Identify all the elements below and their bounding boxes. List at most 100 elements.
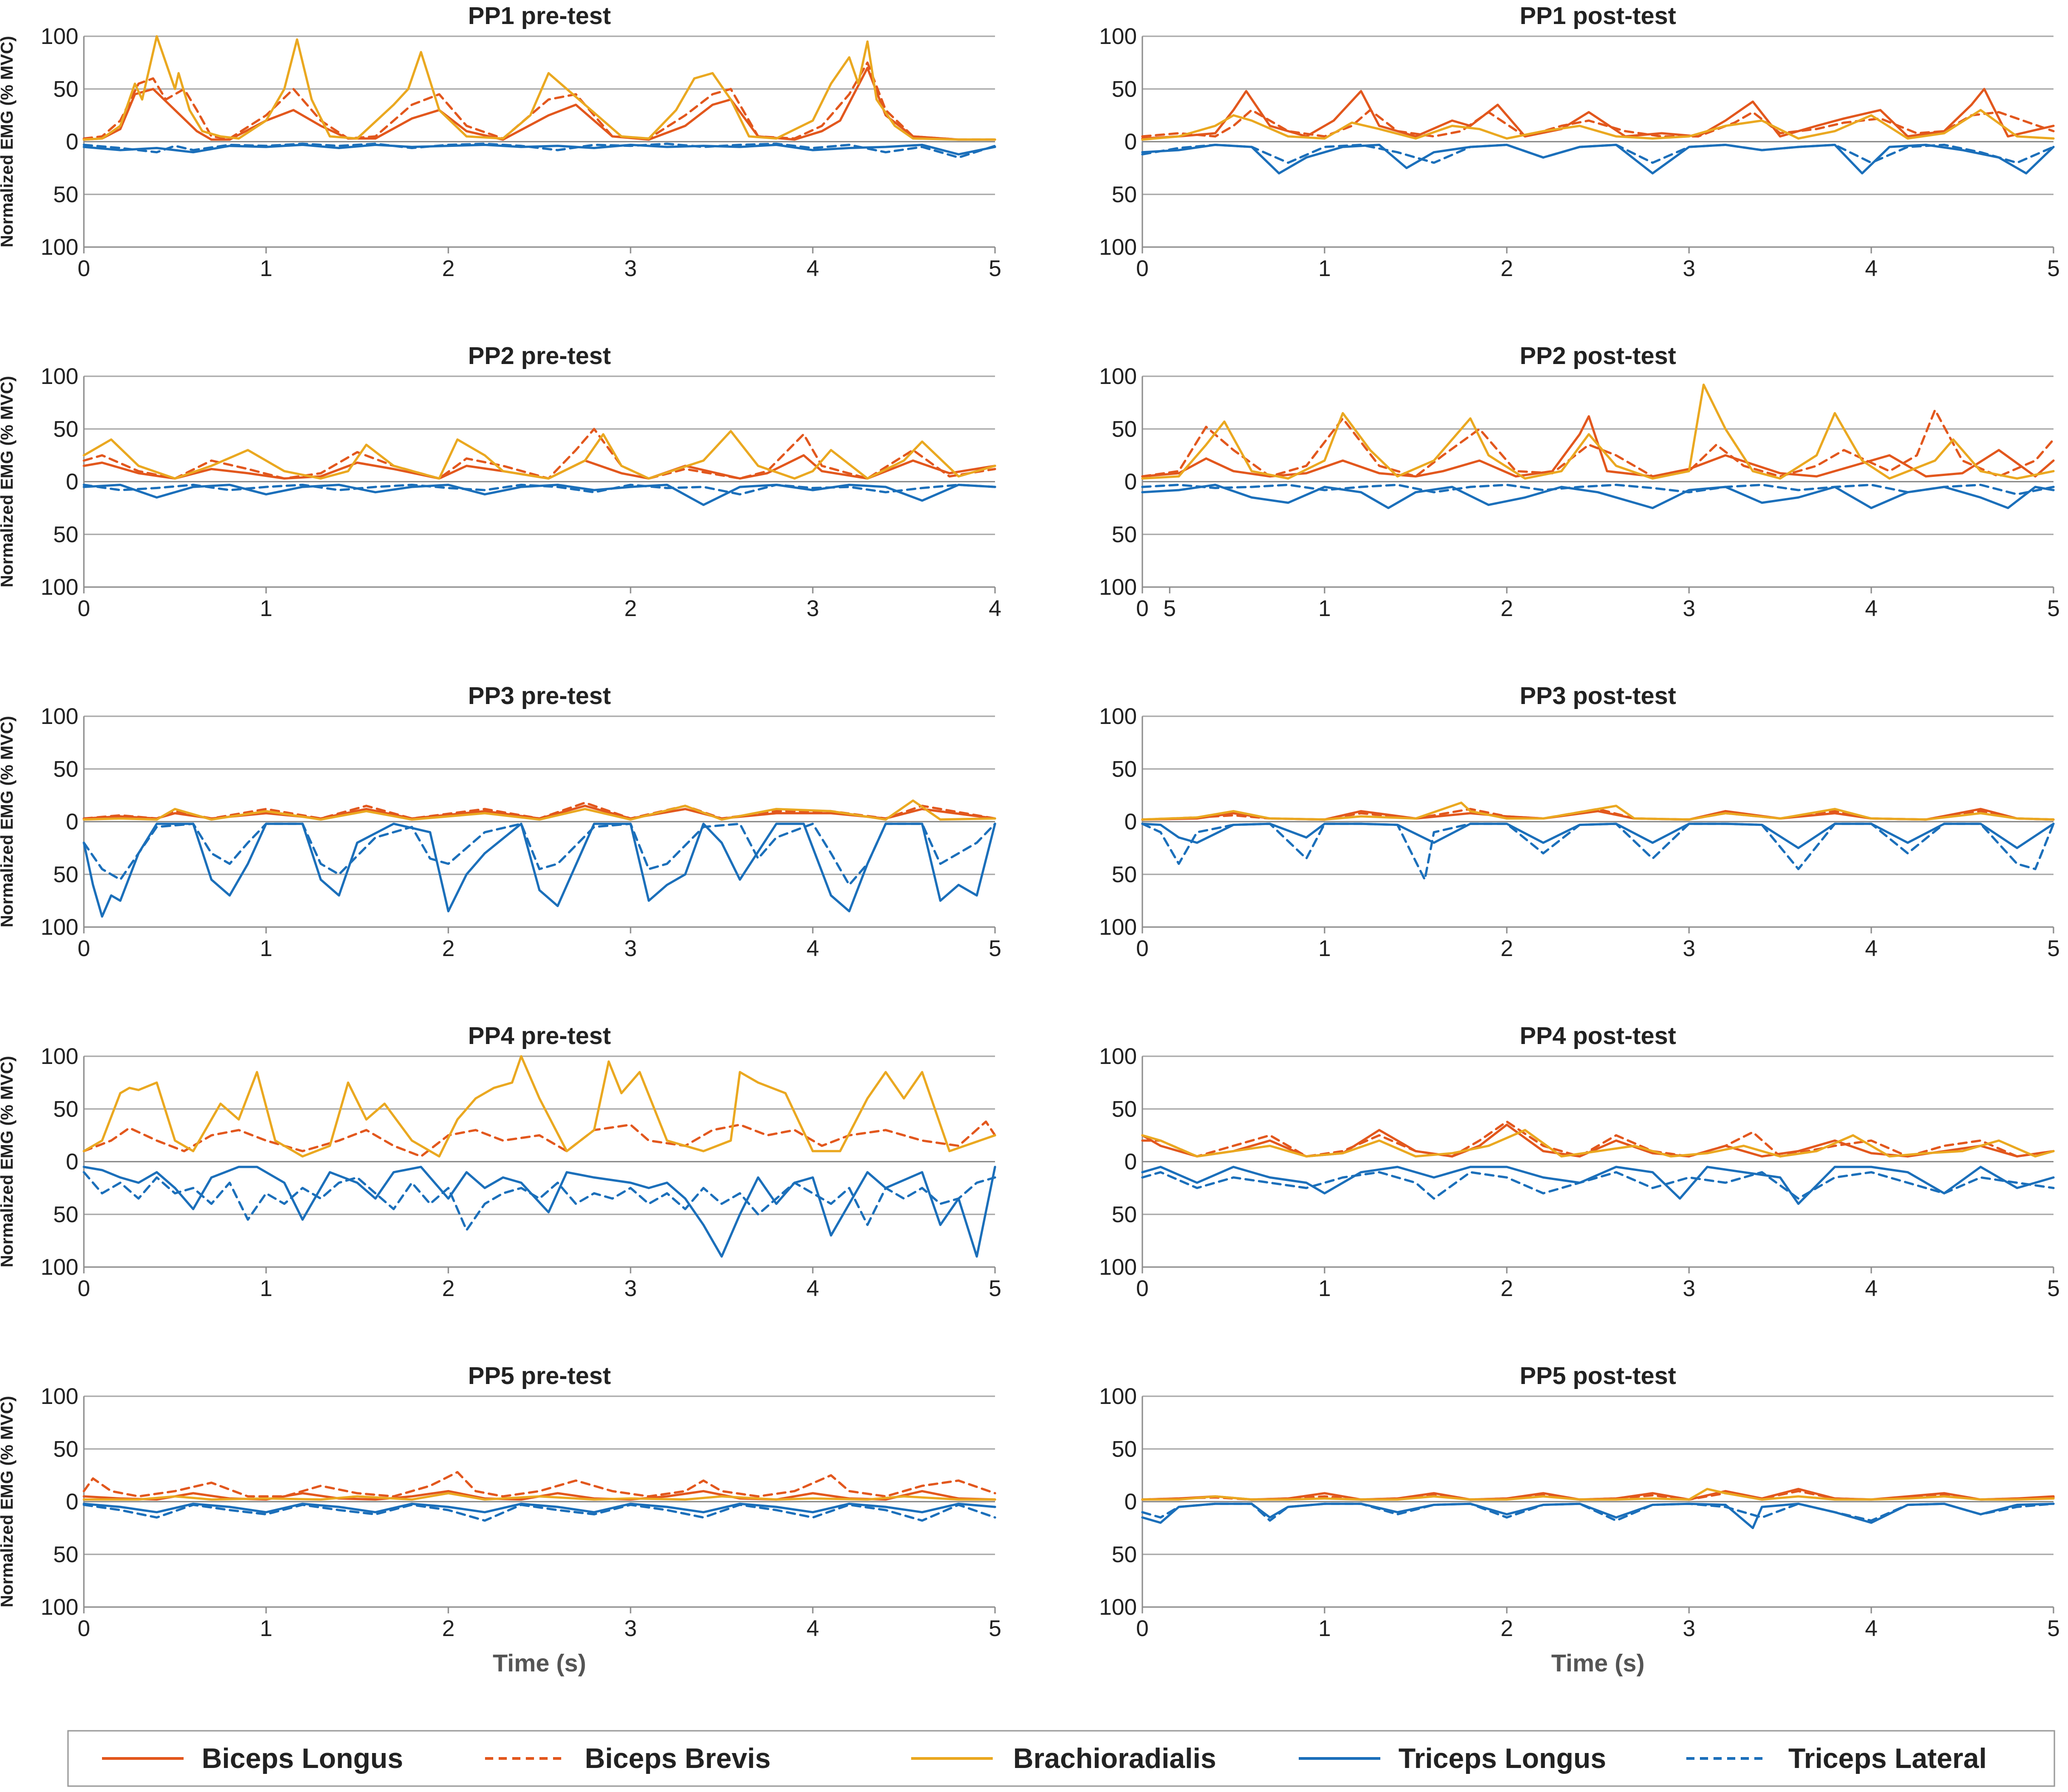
y-tick-label: 0 bbox=[66, 129, 78, 155]
x-tick-label: 1 bbox=[260, 1276, 272, 1301]
y-tick-label: 100 bbox=[41, 1044, 78, 1069]
x-tick-label: 3 bbox=[1683, 596, 1695, 621]
y-tick-label: 50 bbox=[1112, 1436, 1137, 1462]
panel-title: PP3 pre-test bbox=[468, 682, 611, 709]
y-tick-label: 50 bbox=[1112, 182, 1137, 207]
x-tick-label: 0 bbox=[78, 936, 90, 961]
panel-title: PP1 pre-test bbox=[468, 2, 611, 29]
legend-item-biceps-longus: Biceps Longus bbox=[102, 1743, 403, 1774]
x-tick-label: 5 bbox=[989, 936, 1001, 961]
series-triceps-lateral bbox=[1141, 1171, 2055, 1200]
x-tick-label: 3 bbox=[806, 596, 819, 621]
x-tick-label: 3 bbox=[624, 1276, 637, 1301]
y-tick-label: 50 bbox=[53, 1542, 78, 1567]
x-tick-label: 3 bbox=[624, 256, 637, 281]
series-brachioradialis bbox=[83, 35, 996, 141]
legend-label-biceps-longus: Biceps Longus bbox=[202, 1743, 403, 1774]
x-tick-label: 0 bbox=[78, 256, 90, 281]
x-tick-label: 1 bbox=[260, 596, 272, 621]
x-tick-label: 2 bbox=[1500, 256, 1513, 281]
y-tick-label: 50 bbox=[53, 182, 78, 207]
x-tick-label: 5 bbox=[989, 1616, 1001, 1641]
y-axis-label: Normalized EMG (% MVC) bbox=[0, 716, 17, 928]
series-biceps-brevis bbox=[83, 1120, 996, 1158]
x-tick-label: 3 bbox=[1683, 256, 1695, 281]
series-triceps-lateral bbox=[83, 1504, 996, 1522]
y-tick-label: 0 bbox=[1124, 1489, 1137, 1515]
y-tick-label: 100 bbox=[1099, 364, 1137, 389]
y-tick-label: 100 bbox=[41, 914, 78, 940]
panel-title: PP5 post-test bbox=[1519, 1362, 1676, 1389]
y-tick-label: 0 bbox=[66, 469, 78, 495]
series-brachioradialis bbox=[1141, 801, 2055, 821]
series-triceps-lateral bbox=[83, 484, 996, 495]
y-tick-label: 0 bbox=[66, 1149, 78, 1175]
y-tick-label: 50 bbox=[53, 522, 78, 547]
y-tick-label: 100 bbox=[41, 1594, 78, 1620]
x-tick-label: 0 bbox=[78, 1276, 90, 1301]
series-triceps-longus bbox=[1141, 484, 2055, 510]
legend-box bbox=[67, 1730, 2055, 1787]
series-triceps-longus bbox=[1141, 144, 2055, 175]
x-tick-label: 5 bbox=[2047, 1616, 2060, 1641]
x-tick-label: 4 bbox=[1865, 256, 1878, 281]
panel-title: PP1 post-test bbox=[1519, 2, 1676, 29]
y-tick-label: 100 bbox=[41, 364, 78, 389]
legend-label-triceps-lateral: Triceps Lateral bbox=[1788, 1743, 1987, 1774]
y-tick-label: 0 bbox=[1124, 1149, 1137, 1175]
series-biceps-brevis bbox=[1141, 109, 2055, 138]
y-tick-label: 100 bbox=[1099, 1594, 1137, 1620]
x-tick-label: 4 bbox=[1865, 1616, 1878, 1641]
series-brachioradialis bbox=[1141, 109, 2055, 141]
x-tick-label: 0 bbox=[1136, 596, 1149, 621]
legend-item-biceps-brevis: Biceps Brevis bbox=[485, 1743, 771, 1774]
series-biceps-brevis bbox=[1141, 1120, 2055, 1158]
x-axis-label: Time (s) bbox=[1551, 1650, 1645, 1677]
x-tick-label: 1 bbox=[260, 256, 272, 281]
x-tick-label: 3 bbox=[624, 1616, 637, 1641]
series-triceps-lateral bbox=[1141, 144, 2055, 164]
y-tick-label: 50 bbox=[53, 416, 78, 442]
series-biceps-brevis bbox=[1141, 408, 2055, 478]
x-tick-label: 0 bbox=[1136, 1616, 1149, 1641]
x-tick-label: 0 bbox=[78, 596, 90, 621]
y-tick-label: 0 bbox=[1124, 809, 1137, 835]
y-tick-label: 100 bbox=[1099, 1254, 1137, 1280]
series-brachioradialis bbox=[1141, 1129, 2055, 1158]
x-tick-label: 2 bbox=[624, 596, 637, 621]
y-tick-label: 100 bbox=[1099, 1044, 1137, 1069]
x-tick-label: 0 bbox=[1136, 1276, 1149, 1301]
y-tick-label: 0 bbox=[1124, 129, 1137, 155]
series-triceps-lateral bbox=[1141, 484, 2055, 495]
legend-item-triceps-lateral: Triceps Lateral bbox=[1686, 1743, 1987, 1774]
panel-title: PP4 pre-test bbox=[468, 1022, 611, 1049]
x-tick-label: 0 bbox=[1136, 256, 1149, 281]
y-tick-label: 100 bbox=[41, 234, 78, 260]
x-tick-label: 3 bbox=[1683, 1276, 1695, 1301]
y-tick-label: 50 bbox=[1112, 1202, 1137, 1227]
x-tick-label: 1 bbox=[260, 936, 272, 961]
x-tick-label: 2 bbox=[442, 1616, 455, 1641]
x-tick-label: 5 bbox=[989, 1276, 1001, 1301]
y-axis-label: Normalized EMG (% MVC) bbox=[0, 376, 17, 588]
y-tick-label: 50 bbox=[1112, 522, 1137, 547]
series-triceps-lateral bbox=[1141, 822, 2055, 881]
y-tick-label: 100 bbox=[41, 1254, 78, 1280]
legend-item-brachioradialis: Brachioradialis bbox=[911, 1743, 1216, 1774]
series-brachioradialis bbox=[83, 1055, 996, 1158]
panel-title: PP3 post-test bbox=[1519, 682, 1676, 709]
series-brachioradialis bbox=[83, 430, 996, 480]
series-brachioradialis bbox=[83, 1492, 996, 1501]
legend-label-triceps-longus: Triceps Longus bbox=[1398, 1743, 1606, 1774]
panel-title: PP2 post-test bbox=[1519, 342, 1676, 369]
x-tick-label: 4 bbox=[1865, 936, 1878, 961]
series-biceps-longus bbox=[1141, 87, 2055, 140]
y-tick-label: 100 bbox=[41, 574, 78, 600]
x-tick-label: 1 bbox=[1318, 1616, 1331, 1641]
